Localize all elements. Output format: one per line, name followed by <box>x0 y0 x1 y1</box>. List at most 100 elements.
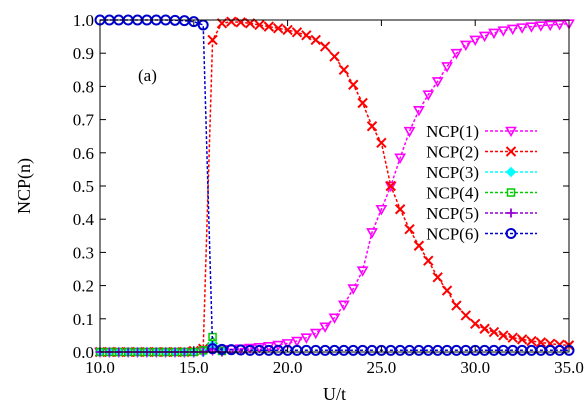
data-point <box>413 106 425 117</box>
data-point <box>535 337 547 348</box>
data-point <box>291 336 303 348</box>
series-line-1 <box>100 22 570 353</box>
series-2 <box>94 16 575 358</box>
y-tick-label: 0.9 <box>73 44 94 63</box>
legend-entry: NCP(4) <box>426 184 537 203</box>
data-point <box>459 40 472 52</box>
data-point <box>319 322 331 333</box>
legend-label: NCP(1) <box>426 122 479 141</box>
data-point <box>498 330 509 341</box>
legend-marker <box>505 228 517 239</box>
y-tick-label: 0.6 <box>73 144 94 163</box>
legend-label: NCP(5) <box>426 204 479 223</box>
data-point <box>309 328 322 340</box>
data-point <box>366 228 378 239</box>
data-point <box>394 204 406 215</box>
legend-entry: NCP(3) <box>426 163 537 182</box>
data-point <box>301 30 312 41</box>
data-point <box>497 26 510 37</box>
data-point <box>273 23 284 34</box>
x-tick-label: 10.0 <box>85 358 115 377</box>
data-point <box>319 41 331 52</box>
data-point <box>356 266 369 277</box>
data-point <box>450 48 463 60</box>
data-point <box>423 255 434 266</box>
data-point <box>282 24 293 36</box>
data-point <box>329 51 340 62</box>
data-point <box>244 343 256 355</box>
x-tick-label: 25.0 <box>367 358 397 377</box>
data-point <box>281 339 294 350</box>
series-line-2 <box>100 20 570 353</box>
plot-frame <box>99 19 570 353</box>
data-point <box>375 204 388 216</box>
data-point <box>534 21 547 32</box>
data-point <box>488 326 500 338</box>
data-point <box>553 20 566 31</box>
data-point <box>432 272 443 283</box>
data-point <box>544 20 557 32</box>
data-point <box>376 137 387 149</box>
data-point <box>404 223 415 235</box>
legend-marker <box>505 166 517 178</box>
x-tick-label: 30.0 <box>460 358 490 377</box>
y-tick-label: 0.5 <box>73 177 94 196</box>
y-tick-label: 1.0 <box>73 11 94 30</box>
data-point <box>516 23 528 34</box>
data-point <box>394 153 407 164</box>
data-point <box>506 24 519 36</box>
data-point <box>413 240 425 251</box>
data-point <box>207 34 218 46</box>
panel-label: (a) <box>138 66 157 85</box>
data-point <box>507 332 518 343</box>
legend-entry: NCP(5) <box>426 204 537 223</box>
y-tick-label: 0.1 <box>73 310 94 329</box>
legend-label: NCP(6) <box>426 225 479 244</box>
data-point <box>188 16 200 28</box>
data-point <box>525 22 538 33</box>
series-6 <box>94 14 575 356</box>
series-line-6 <box>100 19 569 352</box>
data-point <box>300 333 313 344</box>
data-point <box>469 35 482 47</box>
data-point <box>469 318 481 329</box>
x-tick-label: 35.0 <box>554 358 584 377</box>
data-point <box>338 300 350 311</box>
legend-entry: NCP(2) <box>426 143 537 162</box>
data-point <box>431 77 444 88</box>
data-point <box>479 323 490 334</box>
data-point <box>441 62 453 73</box>
series-1 <box>94 19 575 359</box>
data-point <box>263 21 275 32</box>
y-tick-label: 0.3 <box>73 243 94 262</box>
y-tick-label: 0.2 <box>73 277 94 296</box>
data-point <box>516 334 528 345</box>
y-tick-label: 0.0 <box>73 343 94 362</box>
x-axis-label: U/t <box>323 384 346 404</box>
data-point <box>366 121 378 132</box>
legend-label: NCP(4) <box>426 184 479 203</box>
data-point <box>526 335 537 347</box>
data-point <box>328 313 341 324</box>
x-tick-label: 20.0 <box>273 358 303 377</box>
data-point <box>348 79 359 90</box>
y-tick-label: 0.4 <box>73 210 95 229</box>
legend-marker <box>505 126 517 138</box>
data-point <box>460 310 472 321</box>
data-point <box>338 64 350 76</box>
data-point <box>478 31 491 43</box>
data-point <box>403 126 416 138</box>
data-point <box>235 17 246 28</box>
legend-label: NCP(2) <box>426 143 479 162</box>
data-point <box>441 285 453 296</box>
data-point <box>254 19 265 31</box>
data-point <box>357 97 368 109</box>
data-point <box>488 28 500 40</box>
data-point <box>422 90 435 101</box>
y-tick-label: 0.8 <box>73 77 94 96</box>
x-tick-label: 15.0 <box>179 358 209 377</box>
legend-marker <box>506 208 516 218</box>
data-point <box>385 180 396 192</box>
y-tick-label: 0.7 <box>73 111 95 130</box>
